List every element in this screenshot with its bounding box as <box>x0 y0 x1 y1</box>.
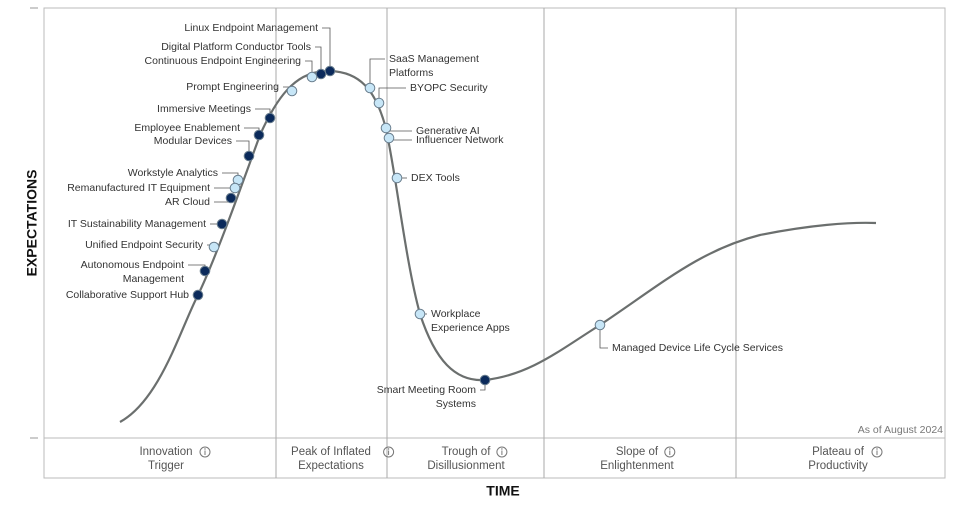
phase-label: Peak of Inflated <box>291 446 371 458</box>
tech-marker <box>594 319 606 331</box>
leader-line <box>322 27 331 71</box>
tech-label: Workplace <box>431 308 481 320</box>
tech-label: Management <box>123 273 184 285</box>
info-icon <box>204 448 206 450</box>
phase-label: Trigger <box>148 460 184 472</box>
tech-marker <box>286 85 298 97</box>
tech-marker <box>199 265 211 277</box>
leader-line <box>305 60 313 77</box>
tech-label: Workstyle Analytics <box>128 167 218 179</box>
tech-label: IT Sustainability Management <box>68 218 206 230</box>
leader-line <box>599 325 608 349</box>
info-icon <box>664 446 676 458</box>
tech-marker <box>264 112 276 124</box>
tech-label: Generative AI <box>416 125 480 137</box>
tech-marker <box>306 71 318 83</box>
tech-label: SaaS Management <box>389 53 479 65</box>
leader-line <box>315 46 322 74</box>
tech-marker <box>208 241 220 253</box>
y-axis-title: EXPECTATIONS <box>24 170 40 277</box>
tech-label: Immersive Meetings <box>157 103 251 115</box>
tech-label: Collaborative Support Hub <box>66 289 189 301</box>
info-icon <box>383 446 395 458</box>
info-icon <box>871 446 883 458</box>
info-icon <box>387 448 390 450</box>
tech-label: AR Cloud <box>165 196 210 208</box>
phase-label: Productivity <box>808 460 868 472</box>
tech-marker <box>216 218 228 230</box>
tech-marker <box>380 122 392 134</box>
phase-label: Slope of <box>616 446 659 458</box>
phase-label: Innovation <box>139 446 192 458</box>
as-of-note: As of August 2024 <box>858 424 943 436</box>
tech-label: Continuous Endpoint Engineering <box>145 55 302 67</box>
phase-label: Expectations <box>298 460 364 472</box>
tech-label: Experience Apps <box>431 322 510 334</box>
leader-line <box>369 58 385 88</box>
tech-marker <box>315 68 327 80</box>
tech-marker <box>229 182 241 194</box>
tech-label: Autonomous Endpoint <box>81 259 184 271</box>
tech-label: Digital Platform Conductor Tools <box>161 41 311 53</box>
tech-label: Systems <box>436 398 476 410</box>
tech-marker <box>192 289 204 301</box>
info-icon <box>501 448 503 450</box>
tech-marker <box>414 308 426 320</box>
markers <box>192 65 606 386</box>
hype-curve <box>119 69 877 423</box>
tech-marker <box>364 82 376 94</box>
tech-label: Modular Devices <box>154 135 232 147</box>
tech-marker <box>324 65 336 77</box>
tech-label: DEX Tools <box>411 172 460 184</box>
phase-dividers <box>275 8 737 478</box>
tech-marker <box>383 132 395 144</box>
phase-label: Trough of <box>442 446 492 458</box>
info-icon <box>496 446 508 458</box>
tech-label: Employee Enablement <box>134 122 240 134</box>
info-icon <box>199 446 211 458</box>
tech-label: Prompt Engineering <box>186 81 279 93</box>
tech-marker <box>479 374 491 386</box>
phase-label: Disillusionment <box>427 460 505 472</box>
tech-marker <box>373 97 385 109</box>
tech-label: Unified Endpoint Security <box>85 239 204 251</box>
tech-marker <box>253 129 265 141</box>
x-axis-title: TIME <box>486 483 519 499</box>
tech-marker <box>225 192 237 204</box>
info-icon <box>669 448 671 450</box>
phase-label: Enlightenment <box>600 460 674 472</box>
tech-label: Linux Endpoint Management <box>184 22 318 34</box>
tech-label: Influencer Network <box>416 134 504 146</box>
phase-band <box>43 437 946 479</box>
tech-label: Smart Meeting Room <box>377 384 476 396</box>
tech-marker <box>391 172 403 184</box>
info-icon <box>876 448 878 450</box>
tech-label: BYOPC Security <box>410 82 488 94</box>
tech-label: Remanufactured IT Equipment <box>67 182 210 194</box>
tech-marker <box>243 150 255 162</box>
phase-label: Plateau of <box>812 446 865 458</box>
tech-label: Managed Device Life Cycle Services <box>612 342 783 354</box>
tech-label: Platforms <box>389 67 433 79</box>
